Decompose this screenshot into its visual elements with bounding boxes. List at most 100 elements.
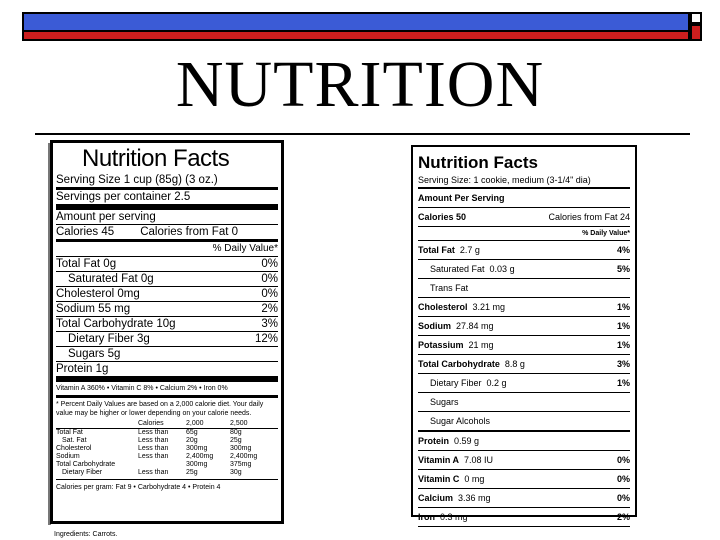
left-vitamins: Vitamin A 360% • Vitamin C 8% • Calcium …	[56, 382, 278, 398]
left-nutrient-row: Sugars 5g	[56, 347, 278, 362]
left-nutrient-dv: 2%	[261, 303, 278, 315]
left-nutrient-row: Sodium 55 mg 2%	[56, 302, 278, 317]
left-nutrient-row: Cholesterol 0mg 0%	[56, 287, 278, 302]
right-dv-header: % Daily Value*	[418, 227, 630, 241]
left-dv-header: % Daily Value*	[56, 242, 278, 257]
left-nutrient-name: Sodium 55 mg	[56, 303, 131, 315]
left-ref-cell: Less than	[138, 453, 169, 460]
left-ref-cell: Cholesterol	[56, 445, 92, 452]
left-ref-cell: 65g	[186, 429, 198, 436]
left-nutrient-dv: 12%	[254, 333, 278, 345]
label-shadow	[48, 143, 51, 525]
left-ref-row: Sat. Fat Less than 20g 25g	[56, 437, 278, 445]
slide-title: NUTRITION	[175, 48, 545, 121]
right-nutrient-row: Vitamin A 7.08 IU 0%	[418, 451, 630, 470]
left-footnote: * Percent Daily Values are based on a 2,…	[56, 401, 264, 417]
right-nutrient-row: Vitamin C 0 mg 0%	[418, 470, 630, 489]
left-ref-header-cell	[56, 420, 138, 428]
left-nutrient-dv: 0%	[261, 273, 278, 285]
right-nutrient-label: Protein	[418, 436, 450, 446]
right-nutrient-row: Calcium 3.36 mg 0%	[418, 489, 630, 508]
left-nutrient-name: Dietary Fiber 3g	[68, 333, 150, 345]
left-ref-cell: 30g	[230, 469, 242, 476]
left-ref-cell: Total Carbohydrate	[56, 461, 116, 468]
right-nutrient-label: Iron	[418, 512, 435, 522]
right-nutrient-row: Dietary Fiber 0.2 g 1%	[418, 374, 630, 393]
right-nutrient-label: Dietary Fiber	[430, 378, 482, 388]
right-nutrient-label: Total Fat	[418, 245, 455, 255]
right-amount-per-serving: Amount Per Serving	[418, 189, 630, 208]
left-nutrient-name: Sugars 5g	[68, 348, 121, 360]
left-nutrient-row: Saturated Fat 0g 0%	[56, 272, 278, 287]
right-nutrient-row: Cholesterol 3.21 mg 1%	[418, 298, 630, 317]
right-nutrient-row: Iron 0.3 mg 2%	[418, 508, 630, 527]
top-decor-square	[690, 12, 702, 24]
right-nutrient-dv: 3%	[616, 359, 630, 369]
left-ref-cell: 20g	[186, 437, 198, 444]
right-nutrient-dv: 4%	[616, 245, 630, 255]
left-ref-header-cell: 2,000	[186, 420, 204, 427]
right-nutrient-label: Vitamin A	[418, 455, 460, 465]
left-nutrient-name: Total Fat 0g	[56, 258, 117, 270]
left-ref-header-cell: Calories	[138, 420, 164, 427]
nutrition-label-right: Nutrition Facts Serving Size: 1 cookie, …	[411, 145, 637, 527]
right-nutrient-row: Sugar Alcohols	[418, 412, 630, 432]
left-nutrient-name: Protein 1g	[56, 363, 109, 375]
right-nutrient-row: Total Carbohydrate 8.8 g 3%	[418, 355, 630, 374]
left-ref-row: Sodium Less than 2,400mg 2,400mg	[56, 453, 278, 461]
right-nutrient-dv: 2%	[616, 512, 630, 522]
left-calories-row: Calories 45 Calories from Fat 0	[56, 225, 278, 242]
left-ref-cell: Less than	[138, 469, 169, 476]
right-nutrient-dv: 0%	[616, 493, 630, 503]
left-ref-row: Cholesterol Less than 300mg 300mg	[56, 445, 278, 453]
right-nutrient-label: Sodium	[418, 321, 451, 331]
right-nutrient-list: Total Fat 2.7 g 4% Saturated Fat 0.03 g 5% Tra…	[418, 241, 630, 527]
right-serving-size: Serving Size: 1 cookie, medium (3-1/4" d…	[418, 174, 630, 189]
left-serving-size: Serving Size 1 cup (85g) (3 oz.)	[56, 173, 278, 190]
right-nutrient-dv: 1%	[616, 321, 630, 331]
right-nutrient-value: 0.03 g	[489, 264, 515, 274]
left-nutrient-row: Total Fat 0g 0%	[56, 257, 278, 272]
left-nutrient-dv: 0%	[261, 258, 278, 270]
left-ref-cell: Less than	[138, 445, 169, 452]
nutrition-label-left: Nutrition Facts Serving Size 1 cup (85g)…	[50, 140, 284, 524]
left-ref-cell: Less than	[138, 437, 169, 444]
left-ref-cell: 375mg	[230, 461, 252, 468]
left-ref-cell: 2,400mg	[230, 453, 258, 460]
right-nutrient-dv: 0%	[616, 474, 630, 484]
left-nutrient-row: Protein 1g	[56, 362, 278, 382]
right-nutrient-value: 0 mg	[464, 474, 485, 484]
right-nutrient-row: Trans Fat	[418, 279, 630, 298]
left-amount-per-serving: Amount per serving	[56, 210, 278, 225]
left-calories-from-fat: Calories from Fat 0	[140, 226, 238, 238]
left-ref-cell: 25g	[230, 437, 242, 444]
right-nutrient-dv: 0%	[616, 455, 630, 465]
left-ref-cell: Dietary Fiber	[62, 469, 103, 476]
right-nutrient-dv: 5%	[616, 264, 630, 274]
right-nutrient-row: Potassium 21 mg 1%	[418, 336, 630, 355]
left-calories: Calories 45	[56, 226, 115, 238]
right-nutrient-value: 3.36 mg	[458, 493, 491, 503]
right-nutrient-value: 0.59 g	[454, 436, 480, 446]
left-ref-cell: Sodium	[56, 453, 80, 460]
left-nutrient-dv: 0%	[261, 288, 278, 300]
right-calories-from-fat: Calories from Fat 24	[548, 212, 630, 222]
left-nutrient-name: Saturated Fat 0g	[68, 273, 154, 285]
right-nutrient-value: 0.2 g	[486, 378, 507, 388]
right-nutrient-row: Total Fat 2.7 g 4%	[418, 241, 630, 260]
left-ref-cell: Sat. Fat	[62, 437, 87, 444]
left-ingredients: Ingredients: Carrots.	[54, 531, 118, 538]
right-nutrient-value: 7.08 IU	[464, 455, 494, 465]
right-nutrient-label: Vitamin C	[418, 474, 460, 484]
left-nutrient-row: Total Carbohydrate 10g 3%	[56, 317, 278, 332]
right-nutrient-value: 2.7 g	[459, 245, 480, 255]
title-divider	[35, 133, 690, 135]
left-ref-cell: 300mg	[186, 445, 208, 452]
right-nutrient-row: Protein 0.59 g	[418, 432, 630, 451]
left-ref-row: Total Fat Less than 65g 80g	[56, 429, 278, 437]
right-nutrient-row: Saturated Fat 0.03 g 5%	[418, 260, 630, 279]
left-ref-cell: 300mg	[186, 461, 208, 468]
right-nutrient-label: Cholesterol	[418, 302, 468, 312]
left-ref-cell: Total Fat	[56, 429, 83, 436]
left-label-title: Nutrition Facts	[82, 145, 230, 172]
